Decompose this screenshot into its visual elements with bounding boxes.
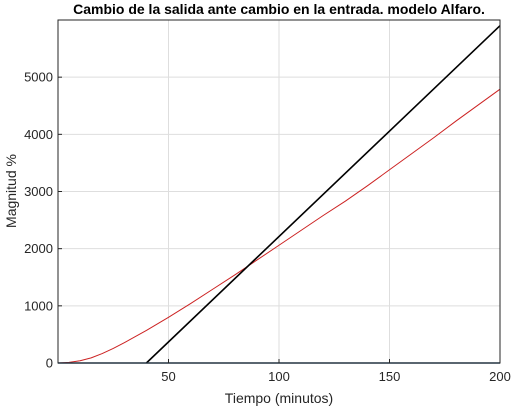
chart-title: Cambio de la salida ante cambio en la en… [73,1,485,17]
y-tick-label: 3000 [24,184,53,199]
x-axis-label: Tiempo (minutos) [225,390,333,406]
grid-layer [58,20,501,364]
x-tick-label: 200 [489,369,511,384]
x-tick-label: 150 [379,369,401,384]
y-tick-label: 5000 [24,70,53,85]
x-tick-label: 50 [161,369,175,384]
y-tick-label: 1000 [24,298,53,313]
x-tick-label: 100 [268,369,290,384]
y-tick-label: 2000 [24,241,53,256]
series-line-2 [145,25,501,364]
y-tick-label: 4000 [24,127,53,142]
y-tick-label: 0 [46,356,53,371]
y-axis-label: Magnitud % [3,154,19,228]
